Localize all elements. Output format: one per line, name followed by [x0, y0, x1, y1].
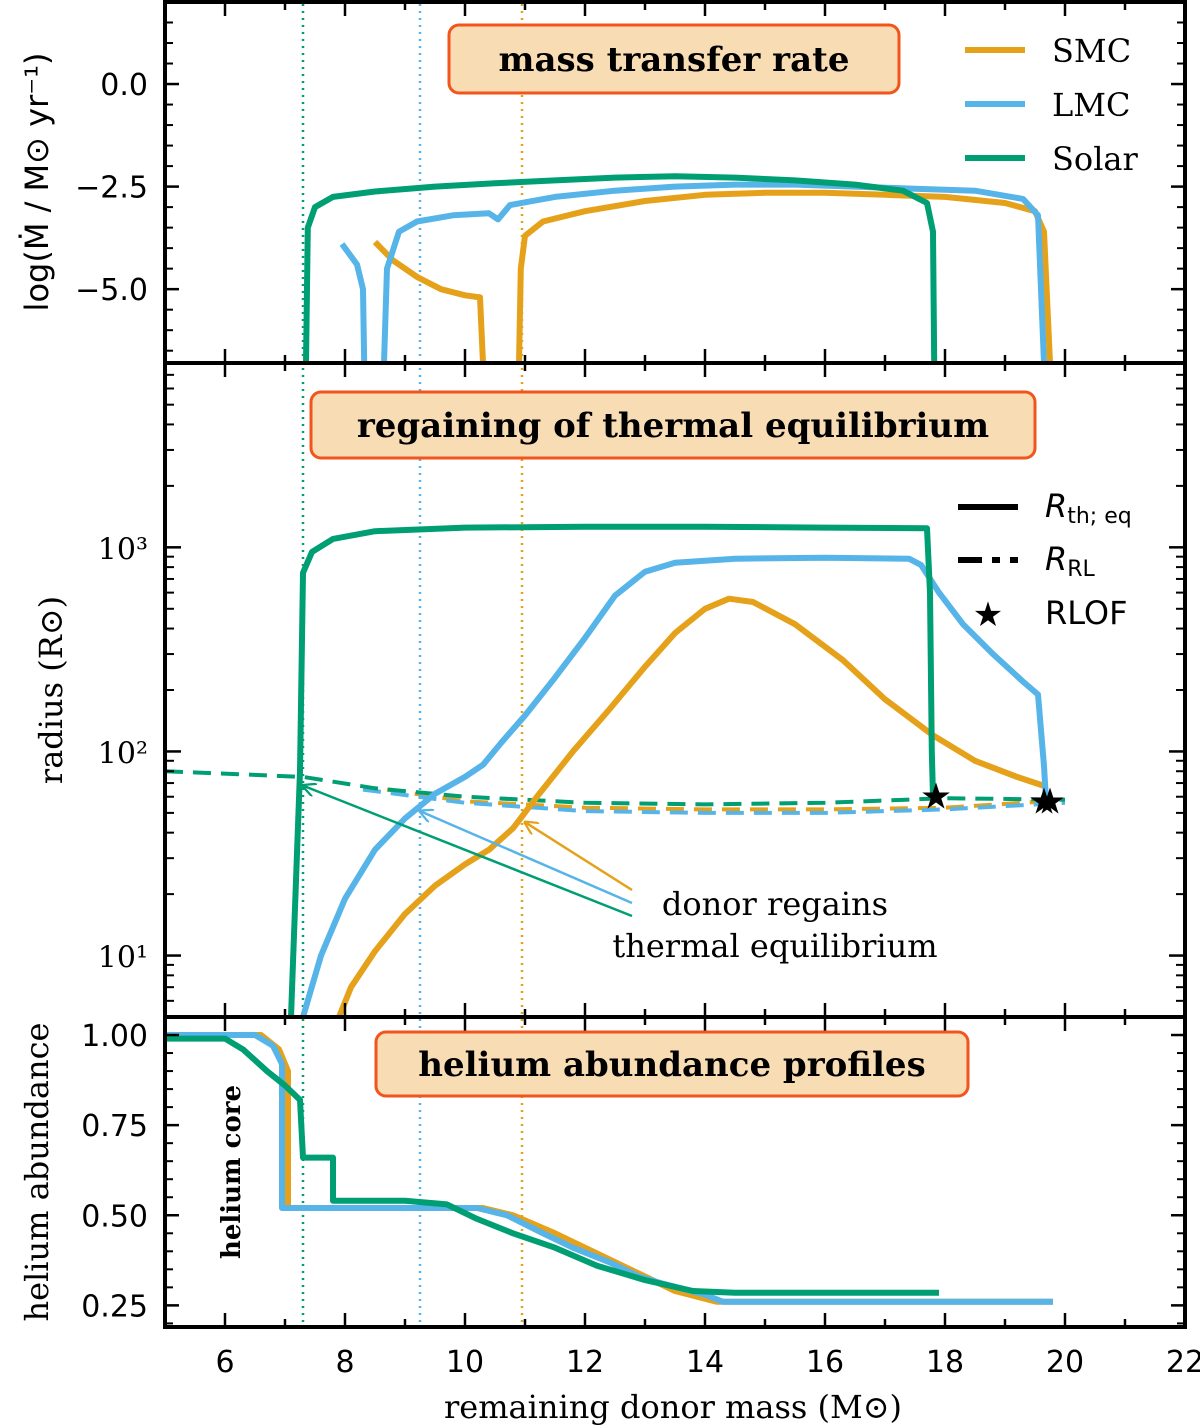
rlof-star-0: ★	[920, 777, 952, 818]
helium-series	[165, 1032, 1053, 1305]
ytick-label-top-2: −5.0	[75, 273, 148, 308]
helium-line-solar	[165, 1035, 939, 1296]
thermal-radius-line-smc	[336, 595, 1048, 1017]
ytick-label-bot-3: 1.00	[81, 1019, 148, 1054]
xtick-label-20: 20	[1046, 1345, 1084, 1380]
arrow-lmc	[420, 811, 633, 905]
legend-top: SMC LMC Solar	[965, 32, 1139, 178]
mdot-line-solar-0	[303, 173, 938, 363]
xtick-label-16: 16	[806, 1345, 844, 1380]
ytick-label-top-0: 0.0	[100, 68, 148, 103]
legend-smc-label: SMC	[1052, 32, 1131, 70]
rlof-star-2: ★	[1034, 781, 1066, 822]
panel-title-bottom: helium abundance profiles	[418, 1045, 925, 1085]
legend-rlof-label: RLOF	[1045, 594, 1128, 632]
legend-middle: Rth; eq RRL ★ RLOF	[958, 487, 1132, 635]
panel-title-middle: regaining of thermal equilibrium	[357, 406, 989, 446]
xtick-label-12: 12	[566, 1345, 604, 1380]
panel-title-top: mass transfer rate	[499, 40, 850, 80]
mdot-line-smc-0	[516, 189, 1053, 363]
mass-transfer-series	[303, 173, 1053, 363]
roche-radius-line-lmc	[362, 787, 1066, 815]
arrow-smc	[525, 822, 633, 892]
helium-core-label: helium core	[217, 1085, 247, 1259]
equilibrium-arrows	[303, 786, 633, 918]
legend-rth-label: Rth; eq	[1045, 487, 1132, 529]
thermal-radius-line-solar	[288, 523, 936, 1017]
roche-radius-line-smc	[386, 787, 1048, 812]
xtick-label-22: 22	[1166, 1345, 1200, 1380]
thermal-radius-line-lmc	[300, 554, 1049, 1017]
roche-radius-line-solar	[165, 769, 1066, 807]
annotation-line-2: thermal equilibrium	[612, 927, 937, 965]
annotation-equilibrium: donor regains thermal equilibrium	[612, 885, 937, 965]
title-box-bottom	[374, 1030, 970, 1098]
legend-lmc-label: LMC	[1052, 86, 1131, 124]
ylabel-middle: radius (R⊙)	[32, 596, 70, 784]
mdot-line-lmc-0	[381, 181, 1047, 363]
ylabel-bottom: helium abundance	[18, 1023, 56, 1322]
mdot-line-lmc-1	[339, 242, 368, 363]
annotation-line-1: donor regains	[662, 885, 888, 923]
legend-solar-label: Solar	[1052, 140, 1139, 178]
threshold-lines	[301, 4, 524, 1325]
xtick-label-8: 8	[335, 1345, 354, 1380]
star-icon: ★	[973, 595, 1003, 635]
xtick-label-14: 14	[686, 1345, 724, 1380]
ytick-label-mid-2: 10³	[98, 532, 148, 567]
xtick-label-18: 18	[926, 1345, 964, 1380]
xtick-label-10: 10	[446, 1345, 484, 1380]
mdot-line-smc-1	[372, 239, 486, 363]
title-box-top	[447, 23, 901, 95]
legend-rrl-label: RRL	[1045, 540, 1096, 582]
ytick-label-mid-1: 10²	[98, 736, 148, 771]
ytick-label-bot-0: 0.25	[81, 1289, 148, 1324]
ylabel-top: log(Ṁ / M⊙ yr⁻¹)	[18, 53, 56, 312]
ytick-label-mid-0: 10¹	[98, 941, 148, 976]
panel-bottom-frame	[163, 1015, 1187, 1329]
ytick-label-bot-2: 0.75	[81, 1109, 148, 1144]
radius-series	[165, 523, 1066, 1017]
ytick-label-bot-1: 0.50	[81, 1199, 148, 1234]
ytick-label-top-1: −2.5	[75, 171, 148, 206]
title-box-middle	[309, 390, 1037, 460]
arrow-solar	[303, 786, 633, 918]
rlof-markers: ★ ★★	[920, 777, 1066, 823]
xlabel: remaining donor mass (M⊙)	[444, 1388, 902, 1426]
rlof-star-1: ★	[1028, 781, 1060, 822]
xtick-label-6: 6	[215, 1345, 234, 1380]
